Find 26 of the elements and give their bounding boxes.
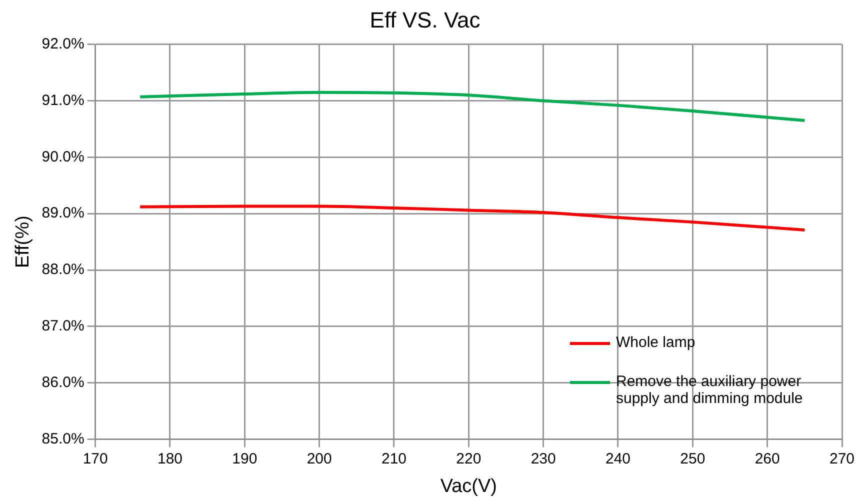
x-tick-label: 210 bbox=[381, 450, 407, 468]
y-tick-label: 86.0% bbox=[42, 374, 84, 391]
x-tick-label: 250 bbox=[680, 450, 706, 468]
x-tick-label: 180 bbox=[157, 450, 183, 468]
y-tick-label: 91.0% bbox=[42, 92, 84, 109]
x-tick-label: 270 bbox=[829, 450, 855, 468]
y-tick-label: 85.0% bbox=[42, 430, 84, 448]
legend-label: Remove the auxiliary power supply and dimming module bbox=[616, 373, 804, 408]
y-tick-label: 87.0% bbox=[42, 318, 84, 335]
legend-label: Whole lamp bbox=[616, 334, 696, 352]
y-tick-label: 90.0% bbox=[42, 148, 84, 166]
x-tick-label: 230 bbox=[530, 450, 556, 468]
y-axis-title: Eff(%) bbox=[12, 216, 34, 268]
y-tick-label: 89.0% bbox=[42, 204, 84, 222]
line-series bbox=[138, 204, 806, 232]
x-tick-label: 240 bbox=[605, 450, 631, 468]
chart-title: Eff VS. Vac bbox=[370, 7, 480, 32]
x-tick-label: 170 bbox=[82, 450, 108, 468]
line-series bbox=[138, 90, 806, 122]
x-tick-label: 260 bbox=[754, 450, 780, 468]
x-tick-label: 190 bbox=[232, 450, 258, 468]
x-tick-label: 220 bbox=[456, 450, 482, 468]
y-tick-label: 92.0% bbox=[42, 36, 84, 53]
x-tick-label: 200 bbox=[306, 450, 332, 468]
y-tick-label: 88.0% bbox=[42, 261, 84, 278]
x-axis-title: Vac(V) bbox=[440, 476, 497, 497]
